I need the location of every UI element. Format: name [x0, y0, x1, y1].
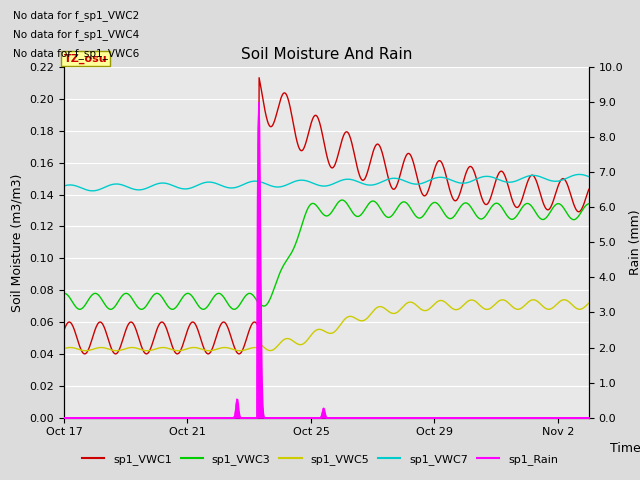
- Y-axis label: Soil Moisture (m3/m3): Soil Moisture (m3/m3): [11, 173, 24, 312]
- Text: No data for f_sp1_VWC6: No data for f_sp1_VWC6: [13, 48, 139, 59]
- Text: No data for f_sp1_VWC4: No data for f_sp1_VWC4: [13, 29, 139, 40]
- Legend: sp1_VWC1, sp1_VWC3, sp1_VWC5, sp1_VWC7, sp1_Rain: sp1_VWC1, sp1_VWC3, sp1_VWC5, sp1_VWC7, …: [77, 450, 563, 469]
- X-axis label: Time: Time: [610, 442, 640, 455]
- Text: No data for f_sp1_VWC2: No data for f_sp1_VWC2: [13, 10, 139, 21]
- Title: Soil Moisture And Rain: Soil Moisture And Rain: [241, 47, 412, 62]
- Text: TZ_osu: TZ_osu: [64, 53, 108, 64]
- Y-axis label: Rain (mm): Rain (mm): [628, 210, 640, 275]
